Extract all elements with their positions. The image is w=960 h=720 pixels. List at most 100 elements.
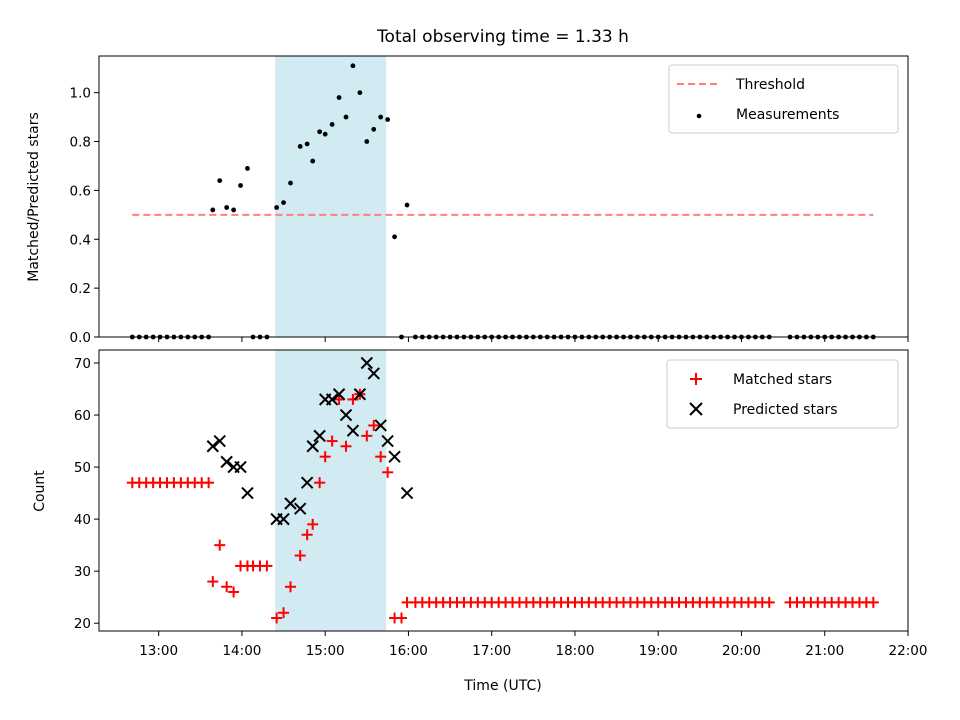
top-panel-x-ticks [158, 337, 909, 342]
matched-star-point [326, 435, 338, 447]
measurement-point [329, 122, 335, 127]
x-tick-label: 18:00 [556, 643, 595, 659]
predicted-star-point [277, 512, 290, 526]
measurement-point [336, 95, 342, 100]
matched-star-point [314, 477, 326, 489]
top-panel-frame [98, 55, 909, 338]
measurement-point [304, 141, 310, 147]
matched-star-point [396, 612, 408, 624]
predicted-star-point [213, 434, 226, 448]
measurement-point [392, 234, 397, 240]
bottom-panel-y-ticks: 20 30 40 50 60 70 [74, 356, 99, 632]
predicted-star-point [306, 440, 319, 453]
measurement-point [281, 200, 286, 206]
top-legend-threshold-label: Threshold [735, 77, 805, 93]
measurement-point [317, 129, 323, 135]
chart-title: Total observing time = 1.33 h [376, 27, 629, 47]
bottom-panel-frame [98, 349, 909, 632]
measurement-point [238, 183, 243, 188]
top-legend: Threshold Measurements [668, 64, 899, 134]
bottom-legend-predicted-swatch [689, 402, 703, 416]
matched-star-point [261, 560, 273, 572]
matched-star-point [214, 539, 226, 551]
matched-star-point [763, 596, 775, 608]
top-panel: 0.0 0.2 0.4 0.6 0.8 1.0 Matched/Predicted sta… [26, 55, 909, 346]
top-panel-ylabel: Matched/Predicted stars [26, 112, 42, 282]
predicted-star-point [300, 476, 314, 489]
measurement-point [210, 207, 216, 213]
bottom-legend-matched-swatch [690, 373, 702, 385]
predicted-star-point [346, 424, 360, 437]
predicted-star-point [332, 388, 346, 401]
x-tick-label: 15:00 [306, 643, 345, 659]
predicted-star-point [381, 434, 394, 448]
predicted-star-point [241, 486, 254, 500]
x-tick-label: 20:00 [722, 643, 761, 659]
measurement-point [231, 207, 237, 213]
x-tick-label: 14:00 [222, 643, 261, 659]
top-legend-box [668, 64, 899, 134]
matched-star-point [375, 451, 387, 463]
matched-star-point [382, 466, 394, 478]
top-ytick-label: 0.8 [70, 135, 91, 151]
bottom-ytick-label: 30 [74, 564, 91, 580]
bottom-ytick-label: 50 [74, 460, 91, 476]
matched-star-point [340, 440, 352, 452]
measurement-point [357, 90, 363, 96]
predicted-star-point [325, 393, 339, 406]
predicted-star-point [353, 388, 367, 401]
matched-star-point [228, 586, 240, 598]
measurement-point [245, 166, 250, 171]
measurement-point [274, 205, 280, 210]
bottom-panel-shaded-interval [275, 350, 387, 631]
top-panel-shaded-interval [275, 56, 387, 337]
matched-star-point [294, 550, 306, 562]
measurement-point [364, 139, 370, 144]
top-legend-measurements-label: Measurements [736, 107, 839, 123]
matched-star-point [347, 393, 359, 405]
measurement-point [371, 126, 377, 132]
bottom-panel-x-ticks: 13:00 14:00 15:00 16:00 17:00 18:00 19:00 20:00… [139, 631, 927, 659]
measurement-point [322, 131, 328, 137]
x-tick-label: 21:00 [805, 643, 844, 659]
predicted-star-point [367, 367, 380, 380]
predicted-star-point [294, 502, 307, 515]
bottom-panel-ylabel: Count [32, 470, 48, 512]
predicted-star-point [360, 356, 374, 370]
bottom-legend-predicted-label: Predicted stars [733, 402, 838, 418]
matched-star-point [203, 477, 215, 489]
matched-star-point [333, 393, 345, 405]
measurement-point [404, 202, 410, 208]
top-panel-y-ticks: 0.0 0.2 0.4 0.6 0.8 1.0 [70, 86, 99, 346]
matched-star-point [867, 596, 879, 608]
x-tick-label: 22:00 [889, 643, 928, 659]
matched-star-point [284, 581, 296, 593]
x-tick-label: 13:00 [139, 643, 178, 659]
predicted-star-point [313, 429, 326, 443]
matched-star-point [368, 419, 380, 431]
bottom-legend-box [666, 359, 899, 429]
predicted-star-point [388, 450, 401, 463]
bottom-panel-marks [126, 356, 879, 624]
measurement-point [297, 144, 303, 149]
bottom-legend-matched-label: Matched stars [733, 372, 832, 388]
measurement-point [350, 63, 356, 69]
bottom-legend: Matched stars Predicted stars [666, 359, 899, 429]
predicted-star-point [220, 455, 233, 469]
measurement-point [217, 178, 223, 184]
top-ytick-label: 0.0 [70, 330, 91, 346]
measurement-point [288, 180, 293, 186]
matched-star-point [361, 430, 373, 442]
x-tick-label: 17:00 [472, 643, 511, 659]
bottom-ytick-label: 70 [74, 356, 91, 372]
top-ytick-label: 0.2 [70, 281, 91, 297]
measurement-point [224, 205, 230, 210]
matched-star-point [278, 607, 290, 619]
x-axis-label: Time (UTC) [463, 678, 541, 694]
measurement-point [385, 117, 391, 122]
measurement-point [378, 114, 384, 120]
predicted-star-point [206, 440, 219, 453]
predicted-star-point [339, 408, 353, 422]
predicted-star-point [374, 419, 387, 432]
